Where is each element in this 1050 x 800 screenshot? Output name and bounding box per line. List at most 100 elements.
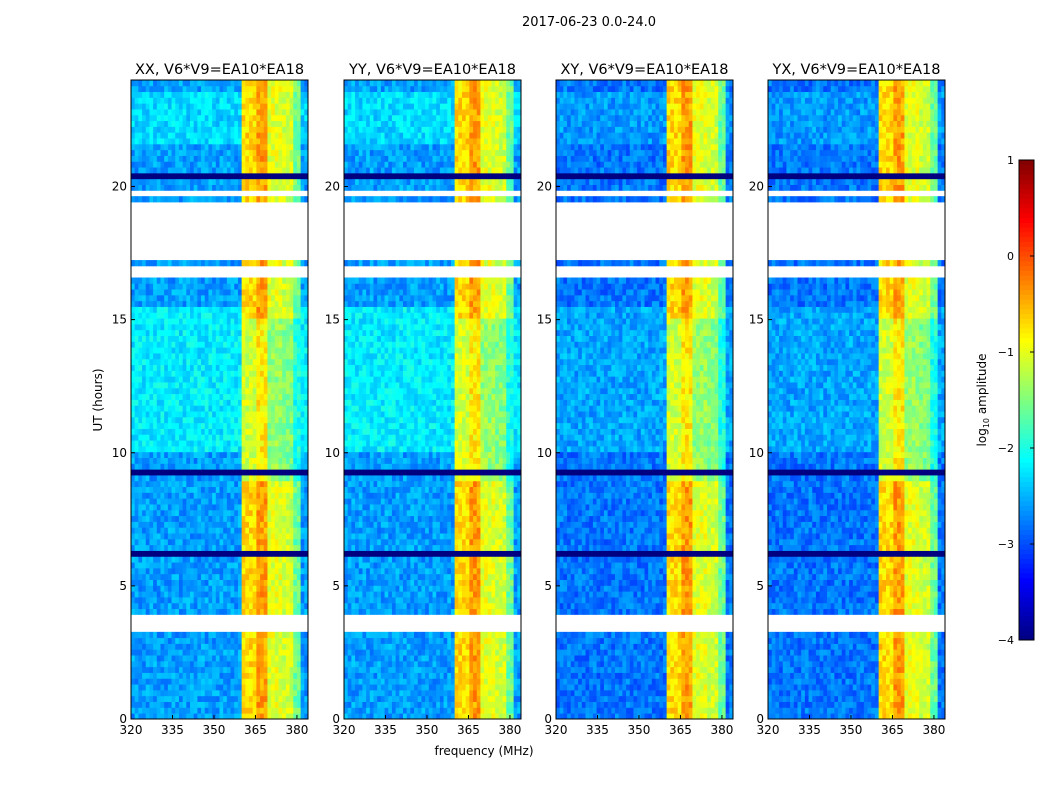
- heatmap-cell: [156, 300, 161, 307]
- heatmap-cell: [171, 480, 176, 488]
- heatmap-cell: [237, 382, 243, 389]
- heatmap-cell: [289, 312, 294, 319]
- heatmap-cell: [289, 649, 294, 656]
- heatmap-cell: [153, 97, 158, 104]
- heatmap-cell: [212, 527, 217, 534]
- heatmap-cell: [274, 120, 279, 127]
- heatmap-cell: [509, 701, 515, 708]
- heatmap-cell: [391, 701, 397, 708]
- heatmap-cell: [153, 85, 158, 93]
- heatmap-cell: [164, 382, 169, 389]
- heatmap-cell: [234, 689, 239, 697]
- heatmap-cell: [175, 91, 180, 98]
- heatmap-cell: [252, 695, 257, 702]
- heatmap-cell: [260, 161, 265, 168]
- heatmap-cell: [234, 120, 239, 127]
- heatmap-cell: [260, 533, 265, 540]
- heatmap-cell: [263, 445, 268, 453]
- heatmap-cell: [153, 399, 158, 406]
- heatmap-cell: [178, 533, 184, 540]
- heatmap-cell: [450, 678, 456, 685]
- heatmap-cell: [296, 143, 302, 151]
- heatmap-cell: [186, 138, 191, 145]
- heatmap-cell: [252, 567, 257, 575]
- heatmap-cell: [300, 498, 305, 505]
- heatmap-cell: [282, 684, 287, 691]
- heatmap-cell: [190, 289, 195, 296]
- heatmap-cell: [296, 498, 302, 505]
- heatmap-cell: [289, 91, 294, 98]
- heatmap-cell: [142, 161, 147, 168]
- heatmap-cell: [223, 579, 228, 586]
- heatmap-cell: [263, 451, 268, 458]
- heatmap-cell: [201, 498, 206, 505]
- heatmap-cell: [153, 103, 158, 110]
- heatmap-cell: [204, 538, 209, 546]
- heatmap-cell: [241, 469, 246, 476]
- heatmap-cell: [395, 684, 400, 691]
- heatmap-cell: [241, 463, 246, 470]
- heatmap-cell: [134, 341, 139, 348]
- heatmap-cell: [289, 428, 294, 435]
- heatmap-cell: [134, 445, 139, 453]
- heatmap-cell: [293, 713, 298, 720]
- heatmap-cell: [260, 608, 265, 615]
- heatmap-cell: [252, 260, 257, 267]
- heatmap-cell: [304, 347, 309, 354]
- heatmap-cell: [208, 457, 213, 464]
- heatmap-cell: [293, 509, 298, 517]
- heatmap-cell: [215, 707, 220, 714]
- heatmap-cell: [226, 411, 231, 418]
- heatmap-cell: [234, 660, 239, 668]
- heatmap-cell: [234, 91, 239, 98]
- heatmap-cell: [241, 440, 246, 447]
- heatmap-cell: [377, 660, 382, 668]
- heatmap-cell: [182, 312, 187, 319]
- heatmap-cell: [263, 521, 268, 528]
- heatmap-cell: [149, 306, 154, 313]
- heatmap-cell: [300, 120, 305, 127]
- heatmap-cell: [293, 289, 298, 296]
- heatmap-cell: [296, 323, 302, 331]
- heatmap-cell: [304, 550, 309, 557]
- heatmap-cell: [186, 370, 191, 377]
- heatmap-cell: [134, 149, 139, 156]
- heatmap-cell: [226, 602, 231, 610]
- heatmap-cell: [252, 167, 257, 174]
- heatmap-cell: [304, 492, 309, 499]
- heatmap-cell: [252, 161, 257, 168]
- heatmap-cell: [263, 434, 268, 441]
- heatmap-cell: [190, 567, 195, 575]
- heatmap-cell: [212, 637, 217, 644]
- heatmap-cell: [223, 544, 228, 551]
- heatmap-cell: [156, 567, 161, 575]
- heatmap-cell: [285, 172, 290, 180]
- heatmap-cell: [285, 457, 290, 464]
- heatmap-cell: [142, 602, 147, 610]
- heatmap-cell: [278, 387, 283, 395]
- heatmap-cell: [358, 701, 363, 708]
- heatmap-cell: [271, 434, 276, 441]
- heatmap-cell: [226, 701, 231, 708]
- heatmap-cell: [366, 684, 371, 691]
- heatmap-cell: [160, 306, 165, 313]
- heatmap-cell: [167, 120, 172, 127]
- heatmap-cell: [300, 689, 305, 697]
- heatmap-cell: [465, 678, 470, 685]
- heatmap-cell: [237, 405, 243, 412]
- heatmap-cell: [138, 178, 143, 185]
- heatmap-cell: [256, 701, 261, 708]
- heatmap-cell: [212, 434, 217, 441]
- heatmap-cell: [212, 329, 217, 336]
- heatmap-cell: [153, 184, 158, 191]
- heatmap-cell: [289, 120, 294, 127]
- heatmap-cell: [491, 707, 496, 714]
- heatmap-cell: [304, 393, 309, 400]
- heatmap-cell: [388, 678, 393, 685]
- heatmap-cell: [249, 695, 254, 702]
- heatmap-cell: [241, 538, 246, 546]
- heatmap-cell: [182, 103, 187, 110]
- heatmap-cell: [260, 172, 265, 180]
- heatmap-cell: [219, 445, 224, 453]
- heatmap-cell: [219, 469, 224, 476]
